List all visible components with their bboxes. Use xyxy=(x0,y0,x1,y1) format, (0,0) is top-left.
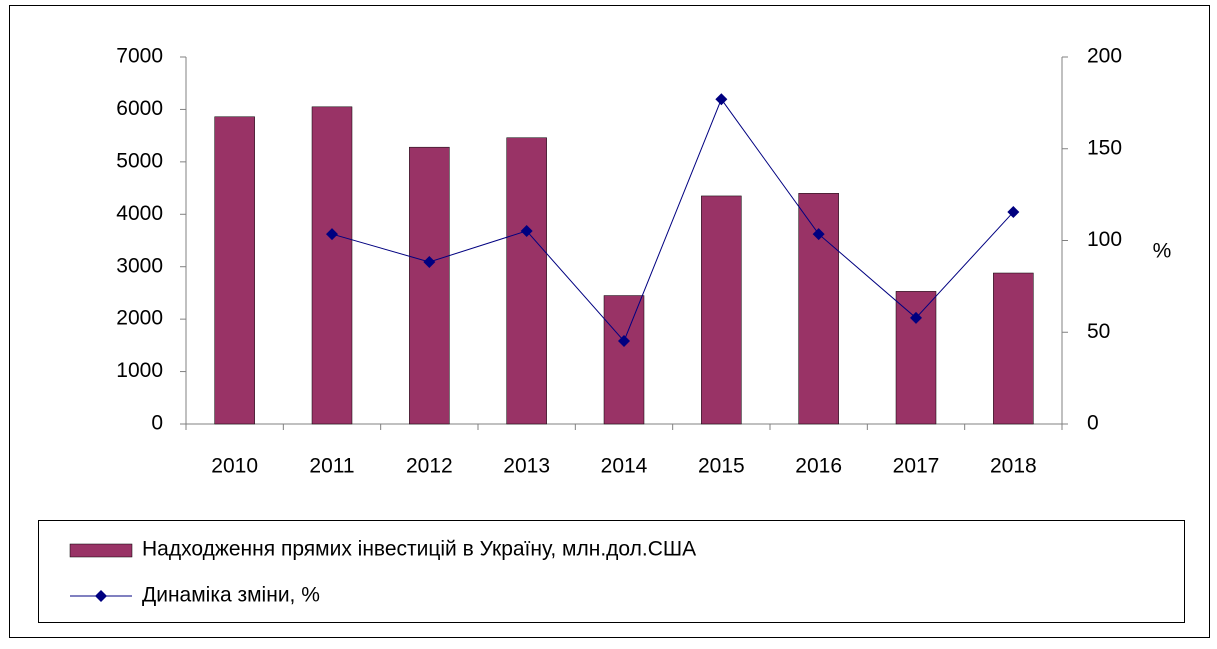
bar xyxy=(798,193,839,425)
line-marker xyxy=(812,228,825,241)
x-tick-label: 2014 xyxy=(601,455,648,478)
y-tick-label: 1000 xyxy=(116,359,163,382)
line-marker xyxy=(423,255,436,268)
x-tick-label: 2018 xyxy=(990,455,1037,478)
bar xyxy=(214,116,255,425)
legend-label: Надходження прямих інвестицій в Україну,… xyxy=(142,538,696,561)
y-tick-label: 2000 xyxy=(116,307,163,330)
bar xyxy=(993,272,1034,425)
line-marker xyxy=(1007,206,1020,219)
x-tick-label: 2011 xyxy=(309,455,354,478)
y2-tick-label: 0 xyxy=(1087,412,1099,435)
x-tick-label: 2017 xyxy=(893,455,940,478)
line-marker xyxy=(715,93,728,106)
y-tick-label: 0 xyxy=(151,412,163,435)
line-marker xyxy=(910,311,922,324)
legend-box xyxy=(38,520,1185,623)
y-tick-label: 4000 xyxy=(116,202,163,225)
bar xyxy=(701,195,742,425)
bar xyxy=(409,146,450,425)
bar xyxy=(895,291,937,425)
legend-label: Динаміка зміни, % xyxy=(142,584,320,607)
bar xyxy=(311,106,353,425)
line xyxy=(331,98,1014,342)
y-tick-label: 6000 xyxy=(116,97,163,120)
x-tick-label: 2015 xyxy=(698,455,745,478)
legend-swatch xyxy=(69,543,133,558)
line-marker xyxy=(326,228,338,241)
y-tick-label: 3000 xyxy=(116,254,163,277)
y2-axis-label: % xyxy=(1153,240,1172,263)
x-tick-label: 2016 xyxy=(795,455,842,478)
legend-marker xyxy=(95,590,107,602)
line-marker xyxy=(520,224,533,237)
y2-tick-label: 150 xyxy=(1087,136,1122,159)
y2-tick-label: 100 xyxy=(1087,228,1122,251)
bar xyxy=(506,137,547,425)
y2-tick-label: 200 xyxy=(1087,45,1122,68)
bar xyxy=(603,295,645,425)
y2-tick-label: 50 xyxy=(1087,320,1110,343)
y-tick-label: 5000 xyxy=(116,149,163,172)
x-tick-label: 2010 xyxy=(211,455,258,478)
x-tick-label: 2013 xyxy=(503,455,550,478)
x-tick-label: 2012 xyxy=(406,455,453,478)
y-tick-label: 7000 xyxy=(116,45,163,68)
line-marker xyxy=(618,335,630,348)
